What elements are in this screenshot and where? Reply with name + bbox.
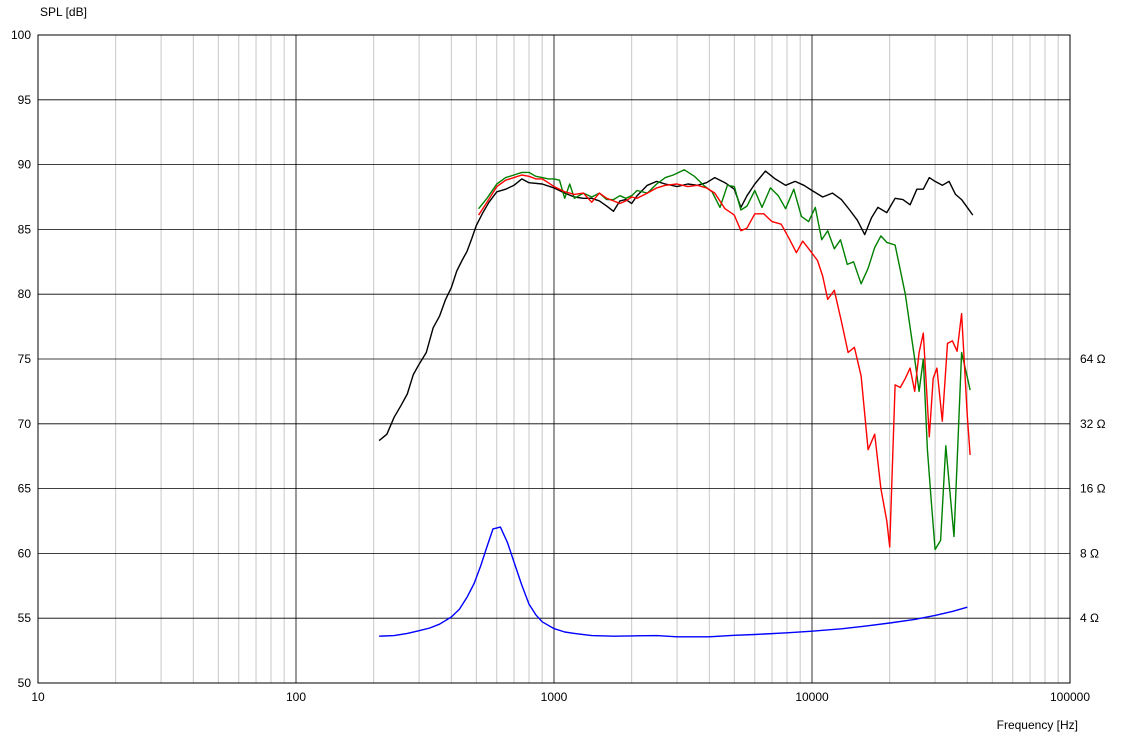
x-axis-title: Frequency [Hz] <box>997 718 1078 732</box>
y-tick-label: 95 <box>18 93 32 107</box>
impedance-axis-ticks: 4 Ω 8 Ω 16 Ω 32 Ω 64 Ω <box>1080 352 1106 625</box>
impedance-curve <box>379 526 968 638</box>
y2-tick-label: 64 Ω <box>1080 352 1106 366</box>
series-layer <box>378 169 974 638</box>
x-tick-label: 10 <box>31 690 45 704</box>
x-tick-label: 10000 <box>795 690 829 704</box>
x-tick-label: 100000 <box>1050 690 1090 704</box>
y-tick-label: 100 <box>11 28 31 42</box>
y-tick-label: 75 <box>18 352 32 366</box>
x-tick-label: 100 <box>286 690 306 704</box>
y-tick-label: 60 <box>18 546 32 560</box>
y-tick-label: 90 <box>18 158 32 172</box>
plot-frame <box>37 34 1071 684</box>
y-tick-label: 70 <box>18 417 32 431</box>
spl-curve-3 <box>478 174 971 548</box>
x-axis-ticks: 10 100 1000 10000 100000 <box>31 690 1090 704</box>
y-tick-label: 65 <box>18 482 32 496</box>
spl-curve-1 <box>378 170 974 442</box>
y2-tick-label: 32 Ω <box>1080 417 1106 431</box>
y-axis-title: SPL [dB] <box>40 5 87 19</box>
y-tick-label: 85 <box>18 222 32 236</box>
y-tick-label: 80 <box>18 287 32 301</box>
spl-curve-2 <box>478 169 971 551</box>
y-axis-ticks: 50 55 60 65 70 75 80 85 90 95 100 <box>11 28 31 690</box>
y2-tick-label: 4 Ω <box>1080 611 1099 625</box>
y2-tick-label: 16 Ω <box>1080 482 1106 496</box>
x-tick-label: 1000 <box>541 690 568 704</box>
y2-tick-label: 8 Ω <box>1080 546 1099 560</box>
y-tick-label: 55 <box>18 611 32 625</box>
y-tick-label: 50 <box>18 676 32 690</box>
